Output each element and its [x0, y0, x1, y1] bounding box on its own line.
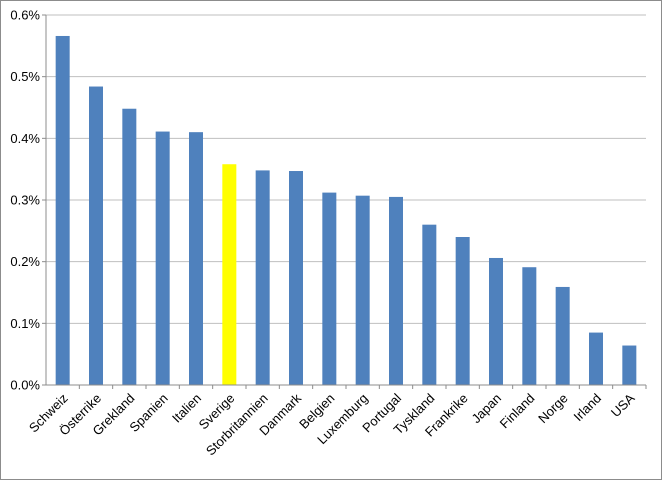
y-tick-label: 0.0%: [10, 378, 40, 393]
bar-grekland: [122, 108, 137, 385]
bar-finland: [522, 267, 537, 385]
bar-belgien: [322, 192, 337, 385]
bar-frankrike: [455, 237, 470, 385]
bar-luxemburg: [355, 195, 370, 385]
category-labels: SchweizÖsterrikeGreklandSpanienItalienSv…: [26, 390, 638, 458]
bar-spanien: [155, 131, 170, 385]
bar-storbritannien: [255, 170, 270, 385]
gridlines: [46, 14, 646, 324]
y-tick-label: 0.6%: [10, 8, 40, 23]
y-tick-label: 0.1%: [10, 316, 40, 331]
bar-italien: [189, 132, 203, 385]
category-label: Norge: [535, 391, 571, 427]
axes: [42, 14, 647, 389]
bar-österrike: [89, 86, 103, 385]
bar-norge: [555, 286, 570, 385]
bar-danmark: [289, 171, 303, 385]
bar-japan: [489, 257, 503, 385]
y-tick-label: 0.4%: [10, 131, 40, 146]
bars: [55, 35, 637, 385]
category-label: Finland: [497, 391, 538, 432]
bar-usa: [622, 345, 637, 385]
bar-tyskland: [422, 224, 437, 385]
bar-irland: [589, 332, 603, 385]
category-label: USA: [608, 390, 638, 420]
y-tick-labels: 0.0% 0.1% 0.2% 0.3% 0.4% 0.5% 0.6%: [10, 8, 40, 393]
bar-sverige: [222, 164, 237, 385]
y-tick-label: 0.5%: [10, 69, 40, 84]
category-label: Irland: [571, 391, 605, 425]
y-tick-label: 0.3%: [10, 193, 40, 208]
bar-schweiz: [55, 35, 70, 385]
y-tick-label: 0.2%: [10, 254, 40, 269]
bar-portugal: [389, 196, 403, 385]
